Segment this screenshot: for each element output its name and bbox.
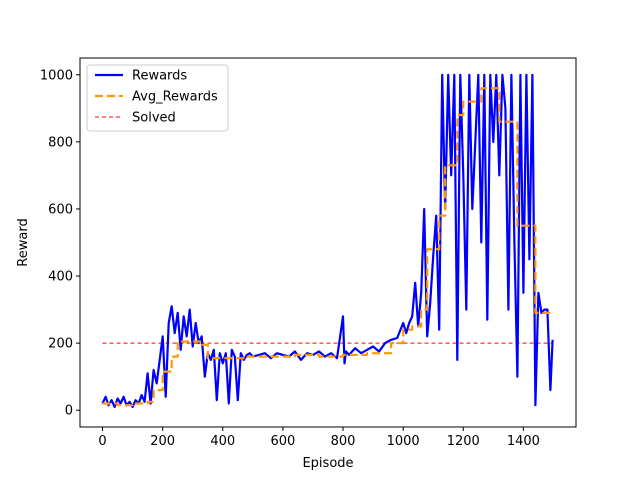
legend-label-solved: Solved — [132, 111, 176, 126]
y-tick-label: 600 — [48, 202, 73, 217]
x-tick-label: 400 — [210, 434, 235, 449]
x-axis-ticks: 0 200 400 600 800 1000 1200 1400 — [98, 427, 540, 449]
x-tick-label: 800 — [331, 434, 356, 449]
y-tick-label: 0 — [65, 404, 73, 419]
x-tick-label: 600 — [270, 434, 295, 449]
x-tick-label: 1200 — [447, 434, 480, 449]
y-tick-label: 1000 — [40, 68, 73, 83]
legend: Rewards Avg_Rewards Solved — [87, 65, 228, 131]
y-tick-label: 400 — [48, 270, 73, 285]
x-tick-label: 200 — [150, 434, 175, 449]
legend-label-avg-rewards: Avg_Rewards — [132, 90, 218, 105]
x-tick-label: 1400 — [507, 434, 540, 449]
x-tick-label: 1000 — [387, 434, 420, 449]
y-tick-label: 800 — [48, 135, 73, 150]
legend-label-rewards: Rewards — [132, 69, 187, 84]
y-axis-label: Reward — [16, 218, 31, 266]
x-axis-label: Episode — [302, 456, 353, 471]
y-tick-label: 200 — [48, 337, 73, 352]
y-axis-ticks: 0 200 400 600 800 1000 — [40, 68, 80, 418]
x-tick-label: 0 — [98, 434, 106, 449]
